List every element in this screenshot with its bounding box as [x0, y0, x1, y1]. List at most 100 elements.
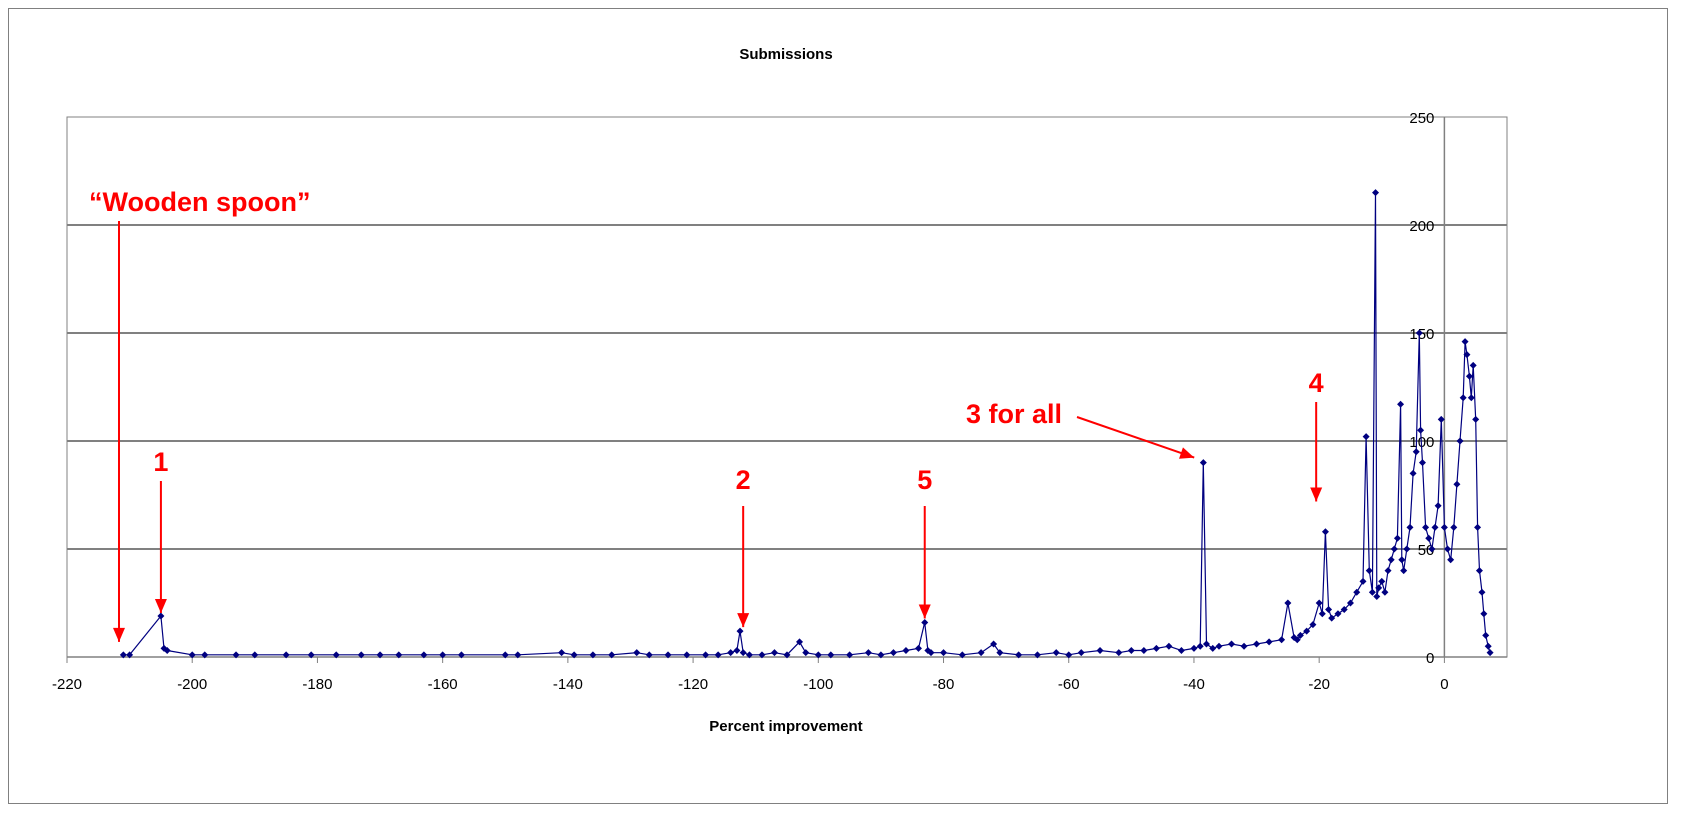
data-point: [1478, 588, 1486, 596]
x-tick-label: -220: [52, 676, 82, 693]
data-point: [889, 649, 897, 657]
data-point: [770, 649, 778, 657]
arrow-wooden-spoon: [113, 221, 125, 642]
arrow-5: [918, 506, 931, 619]
data-point: [1398, 556, 1406, 564]
arrow-3-for-all: [1076, 416, 1195, 459]
data-point: [395, 651, 403, 659]
data-point: [1406, 523, 1414, 531]
data-point: [1362, 433, 1370, 441]
data-point: [439, 651, 447, 659]
arrow-shaft: [1076, 416, 1195, 459]
data-point: [914, 644, 922, 652]
data-point: [1375, 584, 1383, 592]
data-point: [514, 651, 522, 659]
data-point: [1484, 642, 1492, 650]
arrow-head: [1310, 487, 1323, 502]
data-point: [1334, 610, 1342, 618]
data-point: [1346, 599, 1354, 607]
data-point: [1372, 189, 1380, 197]
data-point: [1465, 372, 1473, 380]
data-point: [1353, 588, 1361, 596]
data-point: [1325, 605, 1333, 613]
data-point: [802, 649, 810, 657]
arrow-head: [1179, 447, 1195, 459]
data-point: [1425, 534, 1433, 542]
data-point: [1390, 545, 1398, 553]
data-point: [921, 618, 929, 626]
x-tick-labels: -220 -200 -180 -160 -140 -120 -100 -80 -60 -40 -20…: [52, 676, 1449, 693]
data-point: [745, 651, 753, 659]
y-tick-label: 0: [1426, 650, 1434, 667]
data-point: [1033, 651, 1041, 659]
data-point: [1482, 631, 1490, 639]
data-point: [1253, 640, 1261, 648]
data-point: [927, 649, 935, 657]
data-point: [1472, 415, 1480, 423]
chart-svg: Submissions -220 -200 -180 -160 -140 -120 -100…: [52, 46, 1508, 735]
annotation-2: 2: [736, 465, 751, 495]
data-point: [733, 647, 741, 655]
data-point: [1415, 329, 1423, 337]
x-tick-label: -120: [678, 676, 708, 693]
data-point: [977, 649, 985, 657]
data-point: [1152, 644, 1160, 652]
data-point: [1393, 534, 1401, 542]
data-point: [1461, 338, 1469, 346]
arrow-head: [918, 604, 931, 619]
chart-frame: Submissions -220 -200 -180 -160 -140 -120 -100…: [8, 8, 1668, 804]
data-point: [1440, 523, 1448, 531]
data-point: [1190, 644, 1198, 652]
data-point: [1418, 459, 1426, 467]
chart-title: Submissions: [739, 46, 832, 63]
data-point: [796, 638, 804, 646]
data-point: [1428, 545, 1436, 553]
data-point: [1384, 567, 1392, 575]
data-point: [702, 651, 710, 659]
data-point: [1434, 502, 1442, 510]
data-point: [589, 651, 597, 659]
annotation-1: 1: [153, 447, 168, 477]
data-point: [558, 649, 566, 657]
data-point: [1409, 469, 1417, 477]
data-point: [251, 651, 259, 659]
data-point: [1453, 480, 1461, 488]
data-point: [1127, 647, 1135, 655]
arrow-4: [1310, 402, 1323, 502]
data-point: [846, 651, 854, 659]
data-point: [608, 651, 616, 659]
data-point: [570, 651, 578, 659]
data-point: [376, 651, 384, 659]
data-point: [1115, 649, 1123, 657]
data-point: [1215, 642, 1223, 650]
data-point: [1065, 651, 1073, 659]
data-point: [1456, 437, 1464, 445]
x-tick-label: -200: [177, 676, 207, 693]
data-point: [232, 651, 240, 659]
y-tick-label: 200: [1409, 218, 1434, 235]
data-point: [1444, 545, 1452, 553]
data-point: [188, 651, 196, 659]
data-point: [501, 651, 509, 659]
data-point: [1315, 599, 1323, 607]
data-point: [958, 651, 966, 659]
data-point: [645, 651, 653, 659]
data-point: [1359, 577, 1367, 585]
data-point: [633, 649, 641, 657]
data-point: [1318, 610, 1326, 618]
data-point: [758, 651, 766, 659]
arrow-head: [737, 613, 750, 628]
data-point: [783, 651, 791, 659]
data-point: [727, 649, 735, 657]
data-point: [877, 651, 885, 659]
data-point: [420, 651, 428, 659]
plot-area: -220 -200 -180 -160 -140 -120 -100 -80 -60 -40 -20…: [52, 110, 1508, 693]
data-point: [1096, 647, 1104, 655]
data-point: [902, 647, 910, 655]
data-point: [1296, 631, 1304, 639]
data-point: [1321, 528, 1329, 536]
x-tick-label: -160: [428, 676, 458, 693]
data-point: [1368, 588, 1376, 596]
data-point: [814, 651, 822, 659]
data-point: [1459, 394, 1467, 402]
